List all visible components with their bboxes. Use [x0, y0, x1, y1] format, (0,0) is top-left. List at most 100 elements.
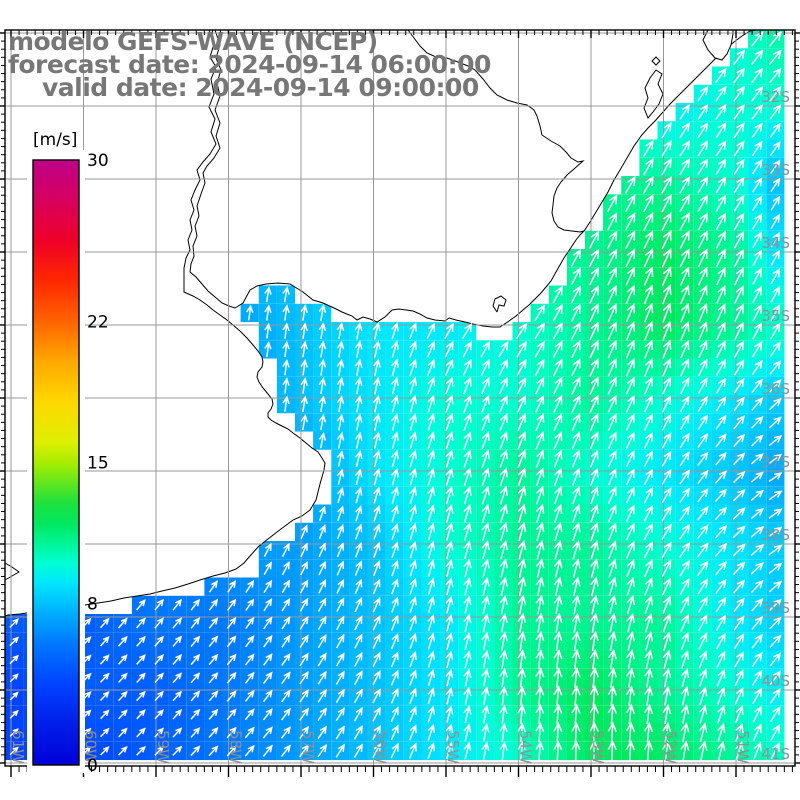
wind-arrow — [517, 412, 527, 432]
bahia-notch-line — [4, 562, 20, 581]
wind-arrow — [750, 489, 764, 502]
wind-arrow — [553, 540, 563, 560]
lon-label: 58W — [227, 730, 245, 764]
wind-arrow — [770, 231, 781, 248]
wind-arrow — [463, 467, 472, 487]
wind-arrow — [590, 485, 599, 505]
wind-arrow — [9, 746, 19, 756]
wind-arrow — [391, 376, 399, 395]
wind-arrow — [335, 743, 346, 758]
wind-arrow — [427, 577, 436, 595]
wind-arrow — [354, 321, 363, 340]
wind-arrow — [481, 631, 490, 651]
wind-arrow — [390, 687, 399, 704]
wind-arrow — [752, 705, 762, 723]
wind-arrow — [427, 614, 436, 632]
wind-arrow — [751, 67, 764, 84]
wind-arrow — [697, 560, 709, 576]
wind-arrow — [136, 690, 146, 702]
wind-arrow — [409, 559, 417, 577]
wind-arrow — [427, 632, 436, 650]
wind-arrow — [409, 541, 418, 559]
wind-arrow — [427, 486, 436, 505]
wind-arrow — [355, 523, 363, 540]
wind-arrow — [409, 358, 418, 377]
wind-arrow — [499, 594, 508, 615]
wind-arrow — [353, 706, 363, 722]
wind-arrow — [553, 431, 563, 450]
wind-arrow — [136, 745, 146, 756]
wind-arrow — [264, 286, 272, 303]
wind-arrow — [517, 431, 527, 450]
wind-arrow — [264, 304, 272, 321]
wind-arrow — [226, 653, 237, 666]
wind-arrow — [535, 703, 545, 725]
wind-arrow — [118, 745, 128, 756]
wind-arrow — [372, 321, 381, 340]
wind-arrow — [734, 303, 744, 322]
wind-arrow — [264, 322, 272, 339]
wind-arrow — [154, 598, 164, 611]
wind-arrow — [697, 230, 708, 249]
wind-arrow — [715, 194, 727, 212]
wind-arrow — [732, 525, 746, 539]
wind-arrow — [300, 358, 308, 376]
wind-arrow — [768, 598, 782, 612]
wind-arrow-layer — [9, 31, 783, 762]
wind-arrow — [553, 612, 563, 633]
wind-arrow — [517, 485, 527, 505]
wind-arrow — [318, 432, 327, 449]
wind-arrow — [463, 394, 472, 413]
wind-arrow — [281, 542, 290, 557]
wind-arrow — [751, 104, 764, 120]
wind-arrow — [499, 503, 508, 523]
wind-arrow — [590, 558, 599, 578]
wind-arrow — [769, 397, 782, 411]
wind-arrow — [768, 580, 783, 593]
wind-arrow — [318, 560, 327, 576]
punta-del-este-hook — [492, 295, 507, 313]
wind-arrow — [625, 302, 636, 323]
wind-arrow — [336, 468, 345, 485]
wind-arrow — [714, 542, 728, 558]
wind-arrow — [644, 613, 654, 633]
wind-arrow — [463, 741, 472, 760]
wind-arrow — [698, 740, 708, 761]
wind-arrow — [752, 303, 763, 322]
country-border-line — [407, 29, 585, 233]
wind-arrow — [208, 653, 219, 666]
wind-arrow — [319, 505, 327, 521]
wind-arrow — [750, 562, 764, 575]
wind-arrow — [318, 358, 327, 376]
wind-arrow — [714, 561, 727, 576]
wind-arrow — [699, 686, 708, 706]
wind-arrow — [300, 322, 308, 339]
wind-arrow — [463, 668, 472, 687]
wind-arrow — [679, 559, 690, 577]
wind-arrow — [661, 559, 672, 577]
wind-arrow — [409, 449, 418, 468]
wind-arrow — [770, 267, 781, 285]
wind-arrow — [625, 667, 636, 688]
wind-arrow — [498, 340, 509, 358]
colorbar: [m/s] 30 22 15 8 0 — [27, 130, 109, 776]
wind-arrow — [679, 266, 690, 286]
wind-arrow — [733, 452, 746, 466]
wind-arrow — [336, 486, 345, 504]
wind-arrow — [733, 212, 745, 230]
wind-arrow — [354, 468, 363, 486]
wind-arrow — [282, 395, 290, 412]
wind-arrow — [751, 633, 763, 649]
wind-arrow — [463, 704, 472, 724]
wind-arrow — [354, 449, 363, 468]
wind-arrow — [318, 413, 327, 431]
wind-arrow — [337, 505, 345, 522]
wind-arrow — [680, 704, 690, 724]
wind-arrow — [751, 177, 763, 193]
wind-arrow — [208, 708, 219, 720]
wind-arrow — [499, 704, 508, 724]
wind-arrow — [282, 358, 290, 376]
wind-arrow — [353, 670, 363, 686]
wind-arrow — [445, 632, 454, 650]
